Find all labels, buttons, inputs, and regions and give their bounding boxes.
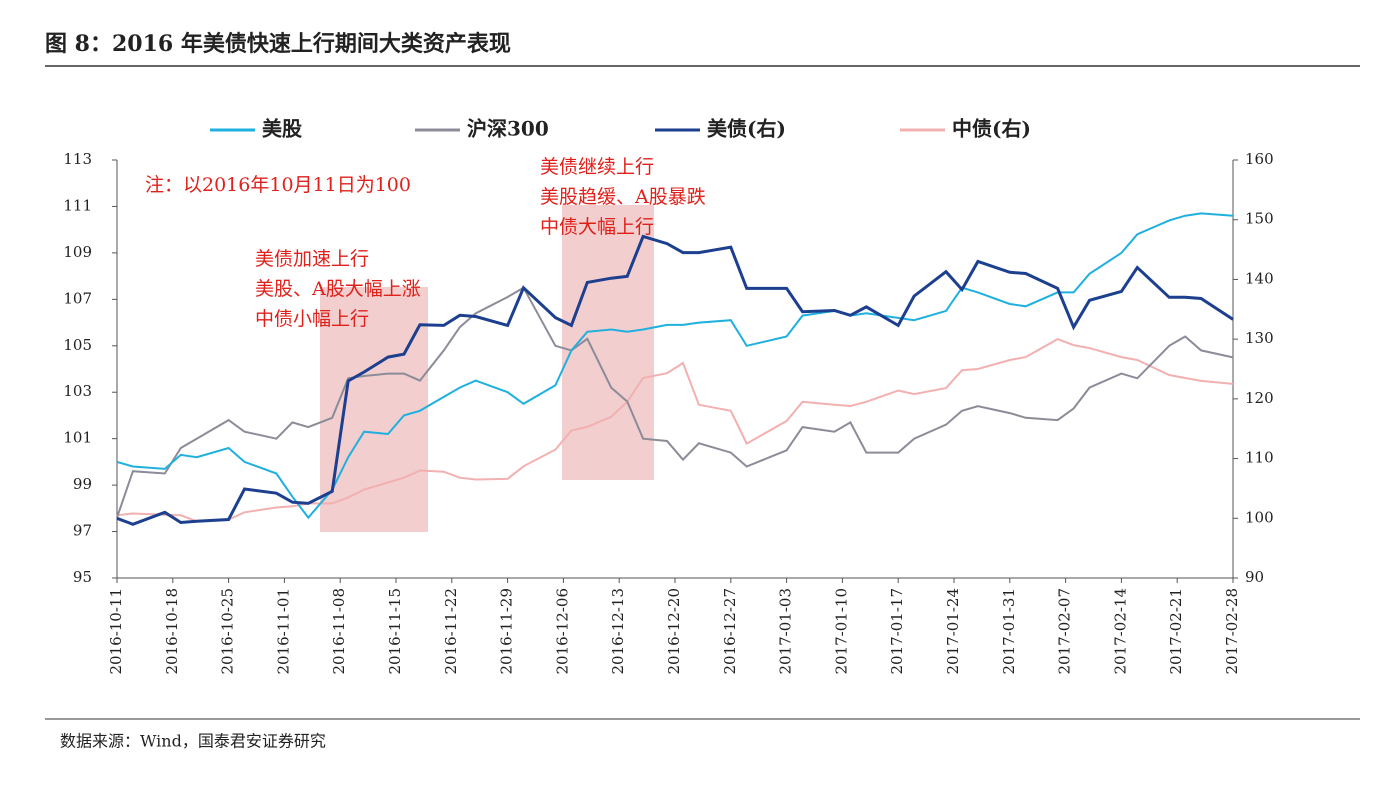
y2-tick-label: 110: [1245, 449, 1274, 467]
x-tick-label: 2016-12-27: [721, 588, 739, 674]
x-tick-label: 2017-02-07: [1056, 588, 1074, 674]
y2-tick-label: 130: [1245, 329, 1274, 347]
legend-label: 美债(右): [707, 117, 786, 141]
x-tick-label: 2016-11-01: [274, 588, 292, 674]
y-tick-label: 109: [63, 243, 92, 261]
series-line: [116, 212, 1234, 520]
x-tick-label: 2017-02-21: [1167, 588, 1185, 674]
x-tick-label: 2017-02-14: [1111, 588, 1129, 674]
annotation: 美债继续上行: [540, 156, 654, 178]
x-tick-label: 2016-12-13: [609, 588, 627, 674]
series-line: [116, 286, 1234, 518]
x-tick-label: 2017-01-31: [1000, 588, 1018, 674]
x-tick-label: 2016-11-15: [386, 588, 404, 674]
x-tick-label: 2017-02-28: [1223, 588, 1241, 674]
x-tick-label: 2016-12-06: [553, 588, 571, 674]
y-tick-label: 105: [63, 336, 92, 354]
x-tick-label: 2017-01-24: [944, 588, 962, 674]
series-line: [116, 234, 1234, 526]
annotation: 中债小幅上行: [255, 308, 369, 330]
y-tick-label: 103: [63, 382, 92, 400]
note: 注：以2016年10月11日为100: [145, 174, 411, 196]
y2-tick-label: 150: [1245, 210, 1274, 228]
legend-label: 中债(右): [952, 117, 1031, 141]
source: 数据来源：Wind，国泰君安证券研究: [60, 732, 326, 751]
y-tick-label: 113: [63, 150, 92, 168]
annotation: 中债大幅上行: [540, 216, 654, 238]
chart-title: 图 8：2016 年美债快速上行期间大类资产表现: [45, 31, 511, 57]
y2-tick-label: 160: [1245, 150, 1274, 168]
x-tick-label: 2016-11-29: [498, 588, 516, 674]
y-tick-label: 107: [63, 289, 92, 307]
annotation: 美债加速上行: [255, 248, 369, 270]
y2-tick-label: 90: [1245, 568, 1264, 586]
x-tick-label: 2016-10-25: [219, 588, 237, 674]
y2-tick-label: 100: [1245, 508, 1274, 526]
x-tick-label: 2016-11-22: [442, 588, 460, 674]
x-tick-label: 2016-12-20: [665, 588, 683, 674]
x-tick-label: 2016-10-18: [163, 588, 181, 674]
y2-tick-label: 140: [1245, 269, 1274, 287]
y-tick-label: 101: [63, 429, 92, 447]
legend-label: 美股: [262, 117, 302, 141]
legend-label: 沪深300: [467, 117, 549, 141]
annotation: 美股、A股大幅上涨: [255, 278, 421, 300]
y-tick-label: 95: [73, 568, 92, 586]
x-tick-label: 2017-01-03: [777, 588, 795, 674]
y-tick-label: 99: [73, 475, 92, 493]
y-tick-label: 111: [63, 196, 92, 214]
y-tick-label: 97: [73, 522, 92, 540]
y2-tick-label: 120: [1245, 389, 1274, 407]
x-tick-label: 2016-11-08: [330, 588, 348, 674]
highlight-band: [320, 287, 428, 532]
x-tick-label: 2016-10-11: [107, 588, 125, 674]
x-tick-label: 2017-01-10: [832, 588, 850, 674]
annotation: 美股趋缓、A股暴跌: [540, 186, 706, 208]
x-tick-label: 2017-01-17: [888, 588, 906, 674]
